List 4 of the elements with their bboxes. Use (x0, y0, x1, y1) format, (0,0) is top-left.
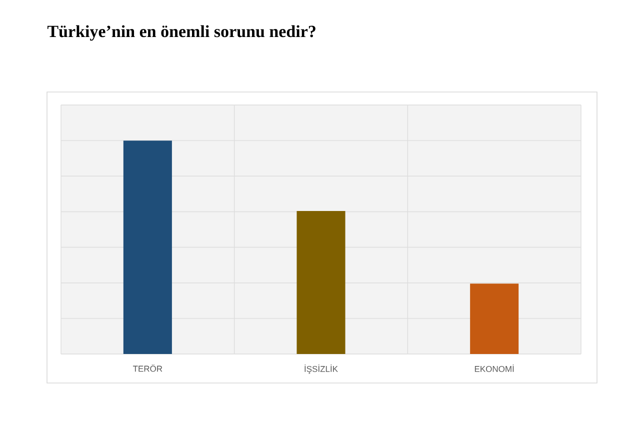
x-tick-label: TERÖR (132, 364, 162, 372)
x-tick-label: EKONOMİ (474, 364, 514, 372)
chart-title: Türkiye’nin en önemli sorunu nedir? (47, 25, 316, 41)
x-tick-label: İŞSİZLİK (304, 364, 338, 374)
